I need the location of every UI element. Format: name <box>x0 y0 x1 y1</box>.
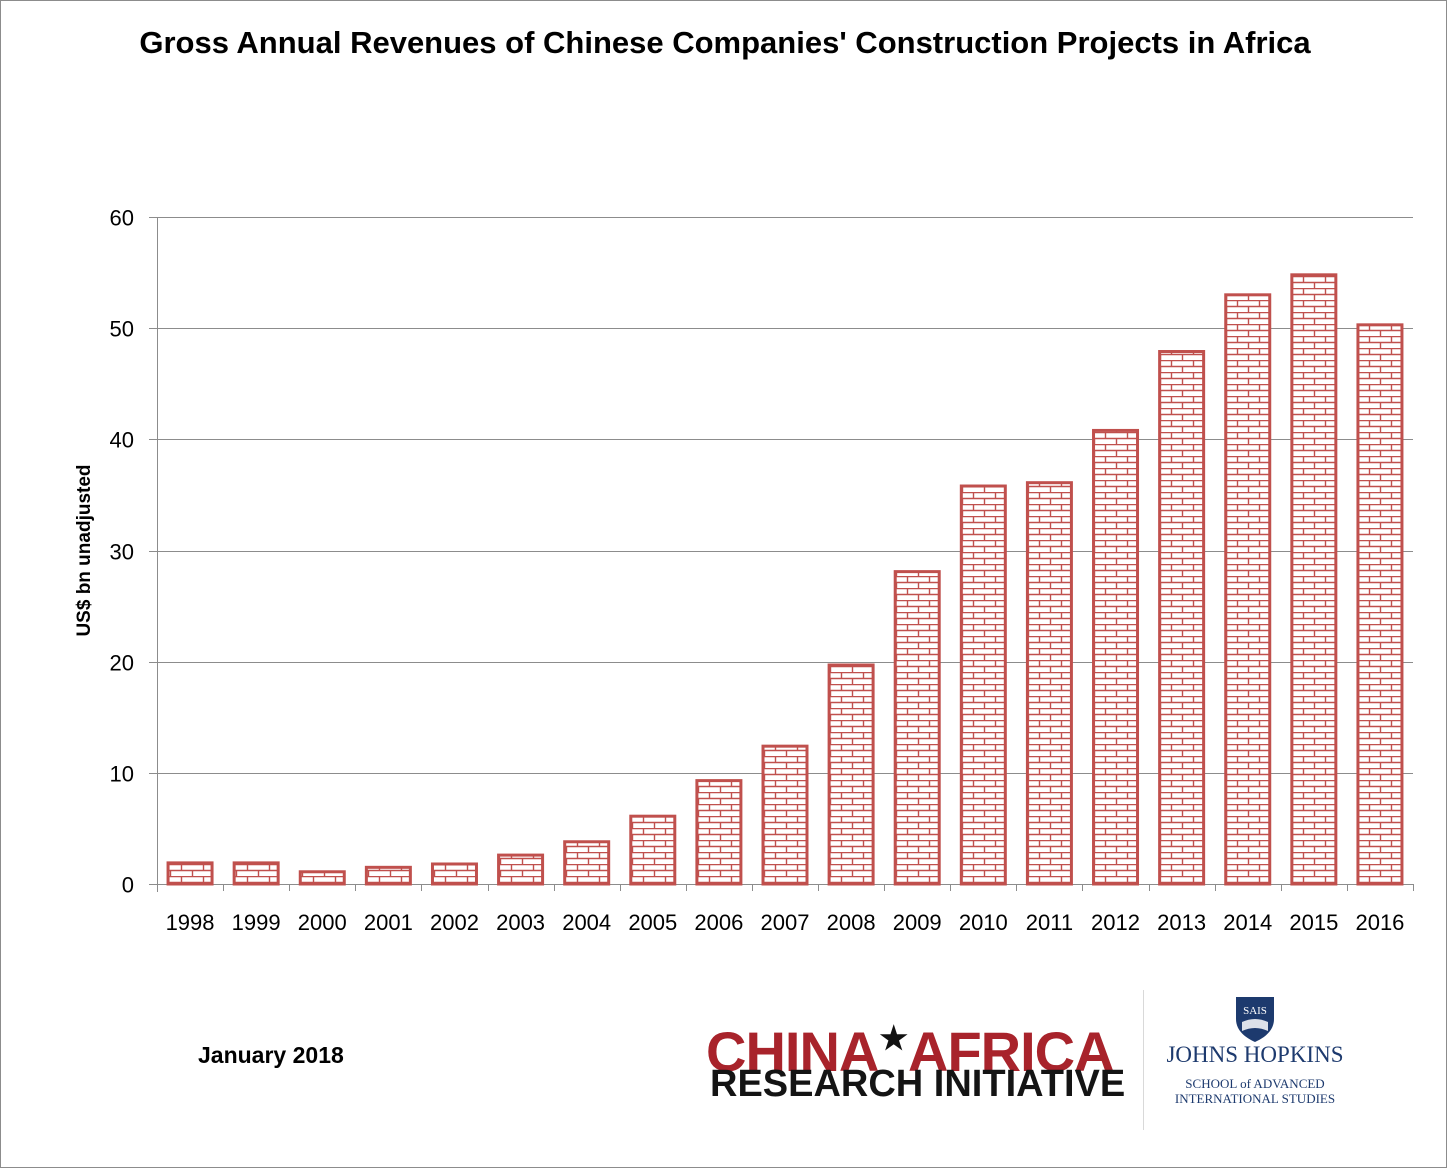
bar-2014 <box>1224 293 1272 886</box>
bar-2008 <box>827 663 875 886</box>
bar-2004 <box>563 840 611 886</box>
x-tick-label: 2001 <box>364 910 413 935</box>
y-tick-label: 20 <box>110 651 134 676</box>
x-tick-label: 1999 <box>232 910 281 935</box>
bar-1998 <box>166 861 214 886</box>
x-tick-label: 2016 <box>1355 910 1404 935</box>
x-tick-label: 2012 <box>1091 910 1140 935</box>
sais-shield-icon: SAIS <box>1236 997 1274 1042</box>
shield-text: SAIS <box>1243 1005 1267 1017</box>
bar-2001 <box>364 865 412 886</box>
star-icon: ★ <box>879 1020 908 1056</box>
bar-1999 <box>232 861 280 886</box>
bar-2006 <box>695 779 743 886</box>
x-tick-label: 2006 <box>694 910 743 935</box>
china-africa-logo: CHINA★AFRICA RESEARCH INITIATIVE <box>706 1008 1126 1108</box>
x-tick-label: 2000 <box>298 910 347 935</box>
x-tick-label: 2014 <box>1223 910 1272 935</box>
chart-title: Gross Annual Revenues of Chinese Compani… <box>139 25 1311 60</box>
x-tick-label: 2008 <box>827 910 876 935</box>
y-tick-label: 10 <box>110 762 134 787</box>
bar-2005 <box>629 814 677 886</box>
date-note: January 2018 <box>198 1042 344 1068</box>
x-tick-label: 2013 <box>1157 910 1206 935</box>
x-tick-label: 2009 <box>893 910 942 935</box>
jhu-school-line1: SCHOOL of ADVANCED <box>1185 1076 1325 1091</box>
x-tick-label: 2007 <box>761 910 810 935</box>
bar-2015 <box>1290 273 1338 886</box>
bar-2009 <box>893 570 941 886</box>
x-tick-label: 2005 <box>628 910 677 935</box>
bar-2003 <box>497 853 545 886</box>
y-tick-label: 40 <box>110 428 134 453</box>
x-tick-label: 1998 <box>166 910 215 935</box>
x-tick-label: 2003 <box>496 910 545 935</box>
y-axis-title: US$ bn unadjusted <box>74 464 95 636</box>
x-tick-label: 2004 <box>562 910 611 935</box>
jhu-school-line2: INTERNATIONAL STUDIES <box>1174 1091 1336 1106</box>
y-tick-label: 60 <box>110 206 134 231</box>
bars <box>166 273 1404 886</box>
logo-divider <box>1143 990 1144 1130</box>
bar-2011 <box>1025 481 1073 886</box>
y-tick-label: 30 <box>110 540 134 565</box>
logo-china-text: CHINA <box>706 1020 879 1083</box>
bar-2010 <box>959 484 1007 886</box>
y-tick-label: 0 <box>122 873 134 898</box>
jhu-name: JOHNS HOPKINS <box>1166 1042 1344 1067</box>
logo-line1: CHINA★AFRICA <box>706 1008 1115 1083</box>
bar-2002 <box>430 862 478 886</box>
x-tick-label: 2002 <box>430 910 479 935</box>
y-tick-label: 50 <box>110 317 134 342</box>
x-tick-label: 2011 <box>1026 910 1073 935</box>
bar-2007 <box>761 744 809 886</box>
logo-research-initiative: RESEARCH INITIATIVE <box>710 1063 1126 1105</box>
tick-labels: 0 10 20 30 40 50 60 1998 1999 2000 2001 2002 2003 200… <box>110 206 1405 936</box>
bar-2013 <box>1158 350 1206 886</box>
johns-hopkins-logo: SAIS JOHNS HOPKINS SCHOOL of ADVANCED IN… <box>1160 995 1350 1110</box>
x-tick-label: 2010 <box>959 910 1008 935</box>
bar-2016 <box>1356 323 1404 886</box>
bar-2000 <box>298 870 346 886</box>
logo-africa-text: AFRICA <box>908 1020 1115 1083</box>
bar-2012 <box>1092 428 1140 886</box>
x-tick-label: 2015 <box>1289 910 1338 935</box>
